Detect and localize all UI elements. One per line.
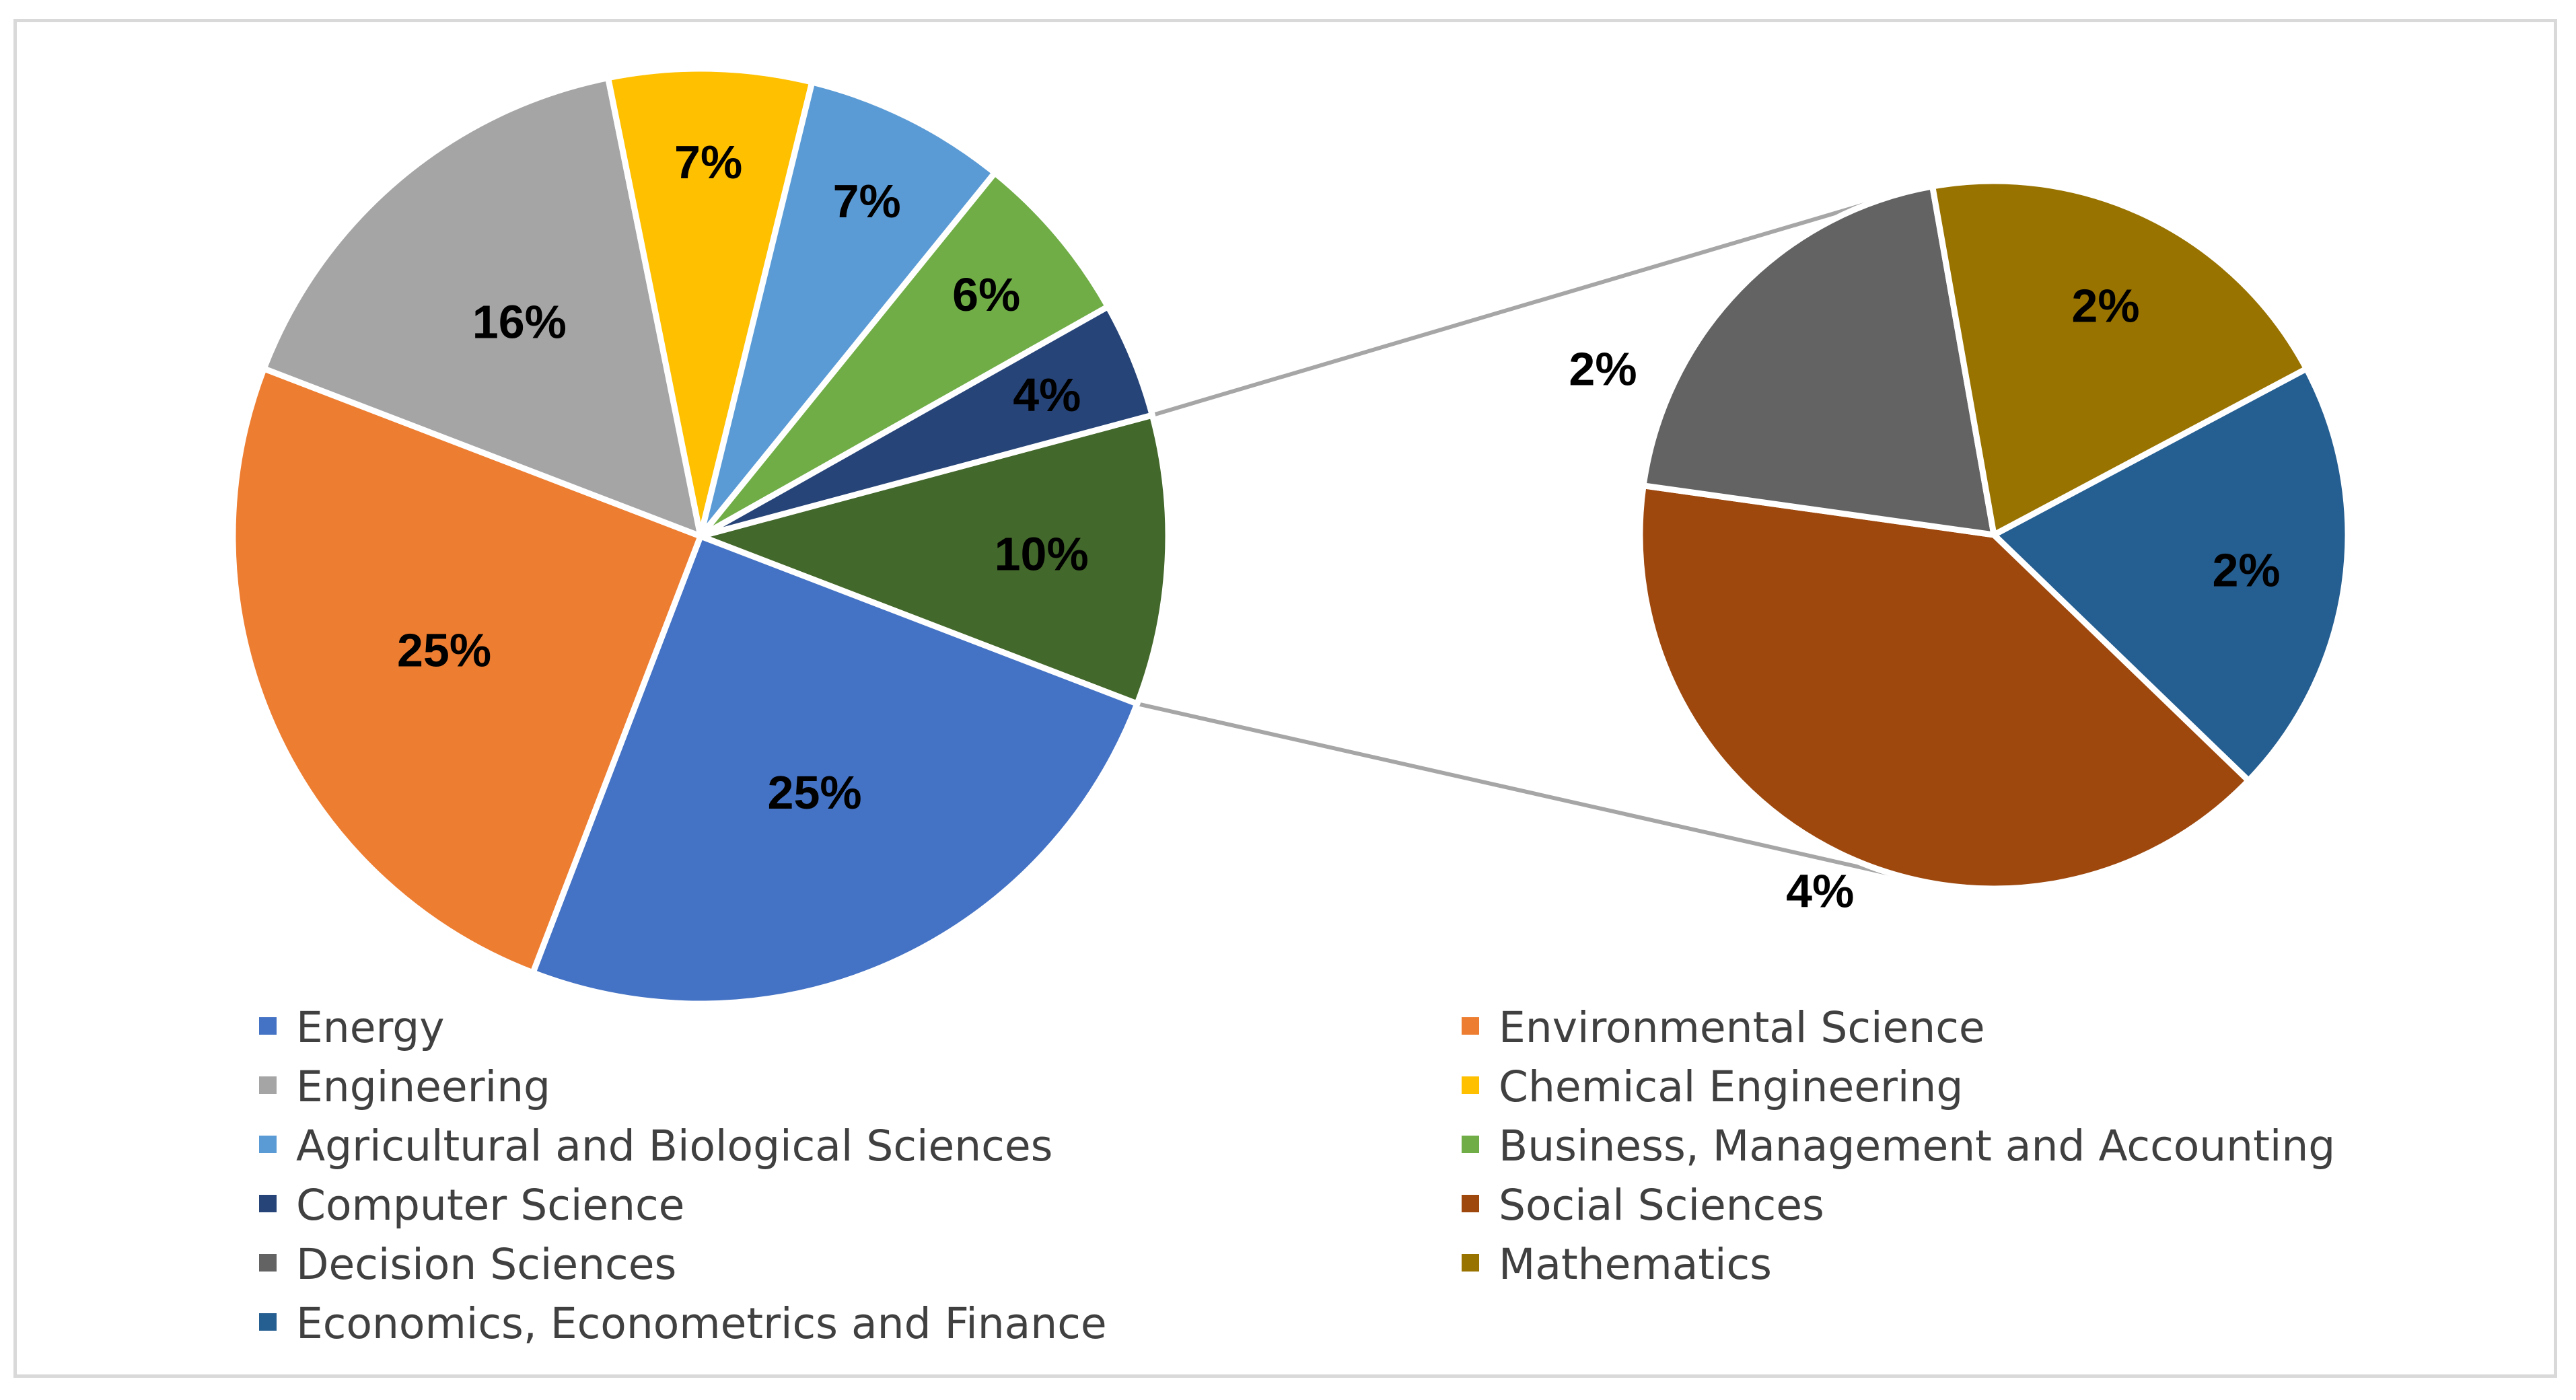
legend-label: Energy [296,1003,445,1052]
main-slice-computer-science [697,303,1155,540]
legend-label: Computer Science [296,1181,684,1230]
connector-lines [1137,189,1927,885]
legend-swatch [259,1313,277,1331]
main-label-computer-science: 4% [1013,369,1081,421]
legend-label: Social Sciences [1499,1181,1824,1230]
legend-label: Economics, Econometrics and Finance [296,1299,1107,1348]
main-label-engineering: 16% [472,295,567,348]
main-label-chemical-engineering: 7% [674,136,742,188]
legend-item-energy: Energy [259,1003,445,1052]
main-slice-agricultural-and-biological-sciences [697,79,998,540]
legend-swatch [1462,1195,1479,1212]
main-label-environmental-science: 25% [397,624,491,677]
secondary-slice-economics-econometrics-and-finance [1991,365,2351,784]
legend-item-decision-sciences: Decision Sciences [259,1240,676,1289]
secondary-label-mathematics: 2% [2071,280,2139,332]
legend-label: Engineering [296,1062,550,1111]
legend-swatch [1462,1254,1479,1272]
main-slice-other [697,412,1172,707]
secondary-slice-mathematics [1929,178,2310,538]
secondary-slice-social-sciences [1637,482,2252,892]
secondary-label-decision-sciences: 2% [1569,342,1637,395]
legend-label: Environmental Science [1499,1003,1985,1052]
connector-line-bottom [1137,702,1927,885]
legend: Energy Environmental Science Engineering Ch… [259,1003,2335,1348]
connector-line-top [1151,189,1909,417]
legend-swatch [259,1076,277,1094]
main-slice-business-management-and-accounting [697,170,1111,540]
main-slice-chemical-engineering [605,65,816,540]
secondary-slice-decision-sciences [1640,183,1997,538]
main-pie [229,65,1172,1007]
main-label-energy: 25% [768,766,862,819]
legend-item-mathematics: Mathematics [1462,1240,1772,1289]
legend-swatch [259,1254,277,1272]
data-labels: 10% 25% 25% 16% 7% 7% 6% 4% 2% 4% 2% 2% [397,136,2281,917]
legend-item-chemical-engineering: Chemical Engineering [1462,1062,1963,1111]
secondary-label-economics-econometrics-and-finance: 2% [2212,544,2280,597]
legend-swatch [1462,1017,1479,1035]
legend-item-social-sciences: Social Sciences [1462,1181,1824,1230]
legend-label: Business, Management and Accounting [1499,1121,2335,1171]
legend-swatch [259,1195,277,1212]
legend-label: Agricultural and Biological Sciences [296,1121,1052,1171]
main-label-business-management-and-accounting: 6% [952,268,1020,321]
secondary-pie [1637,178,2351,892]
legend-swatch [259,1136,277,1153]
secondary-label-social-sciences: 4% [1786,864,1854,917]
main-slice-environmental-science [229,365,704,976]
legend-label: Chemical Engineering [1499,1062,1963,1111]
legend-swatch [1462,1076,1479,1094]
main-label-other: 10% [995,528,1089,581]
legend-item-agricultural-and-biological-sciences: Agricultural and Biological Sciences [259,1121,1052,1171]
legend-item-economics-econometrics-and-finance: Economics, Econometrics and Finance [259,1299,1107,1348]
main-slice-engineering [260,75,704,540]
main-label-agricultural-and-biological-sciences: 7% [833,175,901,227]
legend-item-environmental-science: Environmental Science [1462,1003,1985,1052]
legend-item-engineering: Engineering [259,1062,550,1111]
legend-item-business-management-and-accounting: Business, Management and Accounting [1462,1121,2335,1171]
legend-swatch [259,1017,277,1035]
legend-item-computer-science: Computer Science [259,1181,684,1230]
legend-label: Mathematics [1499,1240,1772,1289]
legend-swatch [1462,1136,1479,1153]
main-slice-energy [530,533,1141,1007]
legend-label: Decision Sciences [296,1240,676,1289]
